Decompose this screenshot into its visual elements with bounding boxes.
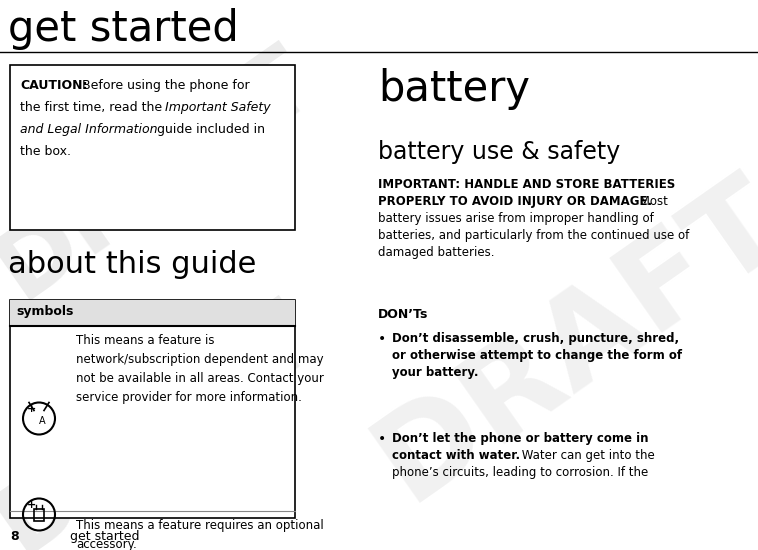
Text: Don’t let the phone or battery come in: Don’t let the phone or battery come in	[392, 432, 649, 445]
Text: symbols: symbols	[16, 305, 74, 318]
Text: 8: 8	[10, 530, 19, 543]
Text: the first time, read the: the first time, read the	[20, 101, 166, 114]
Text: This means a feature requires an optional
accessory.: This means a feature requires an optiona…	[76, 519, 324, 550]
Text: get started: get started	[70, 530, 139, 543]
Text: battery: battery	[378, 68, 530, 110]
Text: contact with water.: contact with water.	[392, 449, 520, 462]
Text: Water can get into the: Water can get into the	[518, 449, 655, 462]
Text: Before using the phone for: Before using the phone for	[82, 79, 249, 92]
Text: damaged batteries.: damaged batteries.	[378, 246, 494, 259]
Text: Important Safety: Important Safety	[165, 101, 271, 114]
Text: battery use & safety: battery use & safety	[378, 140, 620, 164]
Text: IMPORTANT: HANDLE AND STORE BATTERIES: IMPORTANT: HANDLE AND STORE BATTERIES	[378, 178, 675, 191]
Bar	[34, 509, 44, 520]
Text: PROPERLY TO AVOID INJURY OR DAMAGE.: PROPERLY TO AVOID INJURY OR DAMAGE.	[378, 195, 652, 208]
Text: •: •	[378, 432, 387, 446]
Text: Most: Most	[636, 195, 668, 208]
Text: DRAFT: DRAFT	[0, 32, 330, 317]
Text: DRAFT: DRAFT	[354, 156, 758, 524]
Bar	[10, 65, 295, 230]
Text: •: •	[378, 332, 387, 346]
Bar	[10, 300, 295, 518]
Text: get started: get started	[8, 8, 239, 50]
Text: +: +	[27, 499, 36, 509]
Text: CAUTION:: CAUTION:	[20, 79, 87, 92]
Text: your battery.: your battery.	[392, 366, 478, 379]
Text: This means a feature is
network/subscription dependent and may
not be available : This means a feature is network/subscrip…	[76, 334, 324, 404]
Text: phone’s circuits, leading to corrosion. If the: phone’s circuits, leading to corrosion. …	[392, 466, 648, 479]
Text: DON’Ts: DON’Ts	[378, 308, 428, 321]
Text: or otherwise attempt to change the form of: or otherwise attempt to change the form …	[392, 349, 682, 362]
Text: Don’t disassemble, crush, puncture, shred,: Don’t disassemble, crush, puncture, shre…	[392, 332, 679, 345]
Text: about this guide: about this guide	[8, 250, 256, 279]
Text: +: +	[27, 404, 36, 414]
Bar	[10, 300, 295, 326]
Text: A: A	[39, 415, 45, 426]
Text: DRAFT: DRAFT	[0, 288, 330, 550]
Text: batteries, and particularly from the continued use of: batteries, and particularly from the con…	[378, 229, 689, 242]
Text: battery issues arise from improper handling of: battery issues arise from improper handl…	[378, 212, 653, 225]
Text: guide included in: guide included in	[153, 123, 265, 136]
Text: and Legal Information: and Legal Information	[20, 123, 158, 136]
Text: the box.: the box.	[20, 145, 71, 158]
